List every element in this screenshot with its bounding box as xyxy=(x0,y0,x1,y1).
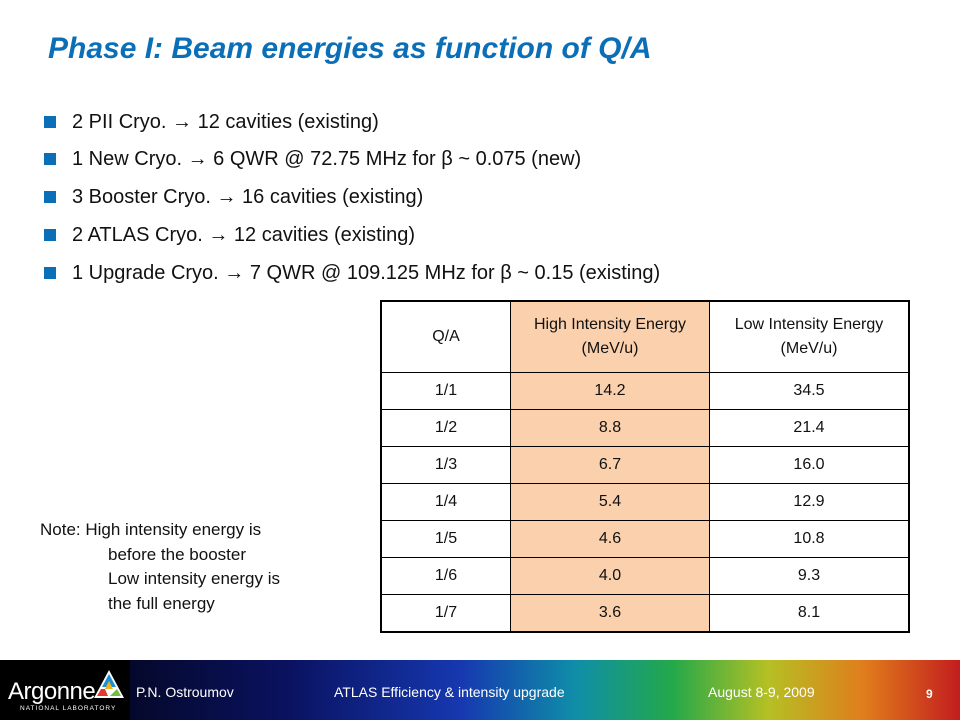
table-header-row: Q/A High Intensity Energy (MeV/u) Low In… xyxy=(380,300,910,373)
cell-high-intensity: 5.4 xyxy=(510,483,710,521)
header-low-intensity-text: Low Intensity Energy (MeV/u) xyxy=(734,316,884,357)
bullet-square-icon xyxy=(44,153,56,165)
bullet-list: 2 PII Cryo. → 12 cavities (existing) 1 N… xyxy=(44,104,660,292)
cell-low-intensity: 12.9 xyxy=(709,483,910,521)
footer-date: August 8-9, 2009 xyxy=(708,684,815,700)
bullet-square-icon xyxy=(44,191,56,203)
cell-high-intensity: 4.6 xyxy=(510,520,710,558)
cell-low-intensity: 8.1 xyxy=(709,594,910,633)
cell-high-intensity: 6.7 xyxy=(510,446,710,484)
logo-text: Argonne xyxy=(8,678,96,705)
footer-event: ATLAS Efficiency & intensity upgrade xyxy=(334,684,565,700)
table-row: 1/7 3.6 8.1 xyxy=(380,594,910,633)
bullet-square-icon xyxy=(44,267,56,279)
bullet-item: 3 Booster Cryo. → 16 cavities (existing) xyxy=(44,178,660,216)
cell-qa: 1/3 xyxy=(380,446,511,484)
cell-high-intensity: 14.2 xyxy=(510,372,710,410)
note-line: Low intensity energy is xyxy=(108,569,280,589)
cell-high-intensity: 8.8 xyxy=(510,409,710,447)
bullet-text: 3 Booster Cryo. → 16 cavities (existing) xyxy=(72,185,424,208)
bullet-item: 1 Upgrade Cryo. → 7 QWR @ 109.125 MHz fo… xyxy=(44,254,660,292)
header-high-intensity-text: High Intensity Energy (MeV/u) xyxy=(533,316,687,357)
cell-low-intensity: 21.4 xyxy=(709,409,910,447)
page-number: 9 xyxy=(926,687,933,701)
bullet-text: 2 PII Cryo. → 12 cavities (existing) xyxy=(72,110,379,133)
bullet-item: 1 New Cryo. → 6 QWR @ 72.75 MHz for β ~ … xyxy=(44,140,660,178)
cell-low-intensity: 10.8 xyxy=(709,520,910,558)
cell-qa: 1/1 xyxy=(380,372,511,410)
bullet-item: 2 ATLAS Cryo. → 12 cavities (existing) xyxy=(44,216,660,254)
cell-qa: 1/7 xyxy=(380,594,511,633)
bullet-square-icon xyxy=(44,116,56,128)
argonne-triangle-icon xyxy=(94,670,124,698)
cell-low-intensity: 34.5 xyxy=(709,372,910,410)
cell-qa: 1/2 xyxy=(380,409,511,447)
table-row: 1/4 5.4 12.9 xyxy=(380,483,910,521)
note-block: Note: High intensity energy is before th… xyxy=(40,518,280,617)
cell-high-intensity: 3.6 xyxy=(510,594,710,633)
bullet-text: 1 Upgrade Cryo. → 7 QWR @ 109.125 MHz fo… xyxy=(72,261,661,284)
cell-qa: 1/6 xyxy=(380,557,511,595)
cell-low-intensity: 16.0 xyxy=(709,446,910,484)
cell-low-intensity: 9.3 xyxy=(709,557,910,595)
header-low-intensity: Low Intensity Energy (MeV/u) xyxy=(709,300,910,373)
bullet-text: 2 ATLAS Cryo. → 12 cavities (existing) xyxy=(72,223,416,246)
table-row: 1/5 4.6 10.8 xyxy=(380,520,910,558)
note-line: before the booster xyxy=(108,544,246,564)
argonne-logo: Argonne NATIONAL LABORATORY xyxy=(0,660,130,720)
header-high-intensity: High Intensity Energy (MeV/u) xyxy=(510,300,710,373)
table-row: 1/3 6.7 16.0 xyxy=(380,446,910,484)
table-row: 1/1 14.2 34.5 xyxy=(380,372,910,410)
table-row: 1/2 8.8 21.4 xyxy=(380,409,910,447)
slide-title: Phase I: Beam energies as function of Q/… xyxy=(48,32,652,65)
energy-table: Q/A High Intensity Energy (MeV/u) Low In… xyxy=(380,300,910,633)
bullet-item: 2 PII Cryo. → 12 cavities (existing) xyxy=(44,104,660,140)
cell-qa: 1/5 xyxy=(380,520,511,558)
logo-subtext: NATIONAL LABORATORY xyxy=(20,705,117,712)
header-qa: Q/A xyxy=(380,300,511,373)
footer-author: P.N. Ostroumov xyxy=(136,684,234,700)
cell-high-intensity: 4.0 xyxy=(510,557,710,595)
note-line: the full energy xyxy=(108,593,215,613)
table-row: 1/6 4.0 9.3 xyxy=(380,557,910,595)
bullet-square-icon xyxy=(44,229,56,241)
bullet-text: 1 New Cryo. → 6 QWR @ 72.75 MHz for β ~ … xyxy=(72,147,582,170)
cell-qa: 1/4 xyxy=(380,483,511,521)
footer-bar: Argonne NATIONAL LABORATORY P.N. Ostroum… xyxy=(0,660,960,720)
note-line: Note: High intensity energy is xyxy=(40,520,262,539)
